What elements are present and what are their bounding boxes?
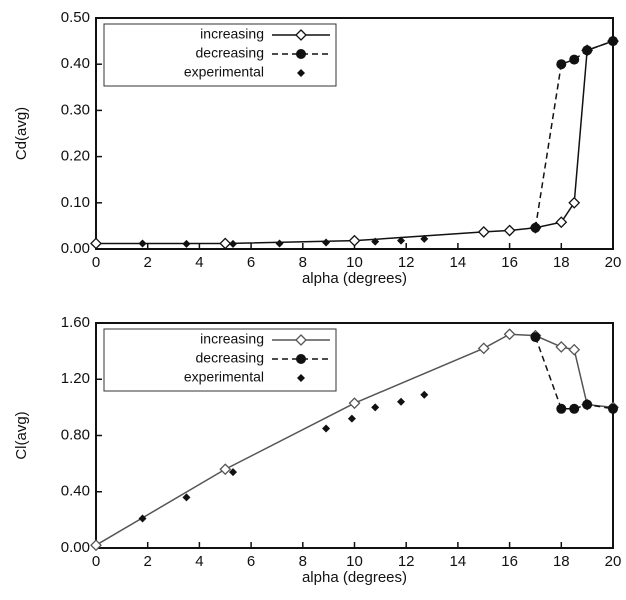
marker [530,332,541,343]
x-axis-label: alpha (degrees) [302,270,407,287]
x-tick-label: 6 [247,254,255,271]
series-line [96,40,614,245]
x-tick-label: 16 [501,254,518,271]
legend-label: increasing [200,26,264,42]
y-tick-label: 0.00 [61,240,90,257]
y-tick-label: 0.00 [61,539,90,556]
marker [503,224,516,237]
marker [229,239,238,248]
x-tick-label: 4 [195,553,203,570]
marker [555,340,568,353]
marker [296,49,306,59]
marker [322,424,331,433]
legend: increasing decreasing experimental [103,328,337,392]
plot: 0.00 0.10 0.20 0.30 0.40 0.50 0 2 4 6 8 10 12 14 16 18 2… [13,9,621,287]
y-tick-label: 0.40 [61,483,90,500]
x-tick-label: 12 [398,254,415,271]
marker [371,237,380,246]
marker [275,239,284,248]
x-tick-label: 10 [346,254,363,271]
x-tick-label: 8 [299,254,307,271]
y-tick-label: 1.20 [61,370,90,387]
marker [397,236,406,245]
x-tick-label: 2 [144,254,152,271]
marker [297,69,305,77]
x-tick-label: 20 [605,553,622,570]
x-tick-label: 16 [501,553,518,570]
x-tick-label: 6 [247,553,255,570]
series-line [95,333,614,546]
legend-label: decreasing [196,350,265,366]
x-tick-label: 18 [553,553,570,570]
marker [297,374,305,382]
plot: 0.00 0.40 0.80 1.20 1.60 0 2 4 6 8 10 12 14 16 18 20 alp… [13,314,621,586]
marker [138,239,147,248]
marker [477,342,490,355]
marker [371,403,380,412]
x-tick-label: 2 [144,553,152,570]
y-tick-label: 0.50 [61,9,90,26]
x-tick-label: 10 [346,553,363,570]
marker [229,468,238,477]
y-tick-label: 0.10 [61,194,90,211]
marker [569,403,580,414]
marker [420,234,429,243]
series-line [534,40,614,228]
y-axis-label: Cl(avg) [13,411,30,459]
marker [556,403,567,414]
marker [90,237,102,250]
x-tick-label: 0 [92,553,100,570]
marker [295,334,307,346]
marker [530,222,541,233]
legend-label: increasing [200,331,264,347]
marker [568,343,581,356]
marker [182,493,191,502]
y-tick-label: 1.60 [61,314,90,331]
y-tick-label: 0.20 [61,148,90,165]
marker [219,463,232,476]
x-tick-label: 14 [450,254,467,271]
series-line [534,336,614,410]
y-axis-label: Cd(avg) [13,107,30,160]
marker [568,196,581,209]
marker [347,414,356,423]
marker [477,225,490,238]
x-tick-label: 20 [605,254,622,271]
marker [569,54,580,65]
legend-label: experimental [184,64,264,80]
x-tick-label: 8 [299,553,307,570]
marker [219,237,232,250]
marker [138,514,147,523]
y-tick-label: 0.30 [61,101,90,118]
y-tick-label: 0.80 [61,426,90,443]
legend-label: experimental [184,369,264,385]
marker [555,216,568,229]
legend-label: decreasing [196,45,265,61]
marker [295,29,307,41]
x-tick-label: 0 [92,254,100,271]
marker [608,36,618,47]
x-axis-label: alpha (degrees) [302,569,407,586]
x-tick-label: 4 [195,254,203,271]
x-tick-label: 12 [398,553,415,570]
marker [397,397,406,406]
marker [322,238,331,247]
marker [182,239,191,248]
marker [582,45,593,56]
marker [348,397,361,410]
marker [582,399,593,410]
marker [296,354,306,364]
marker [608,403,618,414]
marker [503,328,516,341]
marker [348,234,361,247]
x-tick-label: 18 [553,254,570,271]
x-tick-label: 14 [450,553,467,570]
marker [420,390,429,399]
legend: increasing decreasing experimental [103,23,337,87]
marker [556,59,567,70]
y-tick-label: 0.40 [61,55,90,72]
marker [90,539,102,552]
